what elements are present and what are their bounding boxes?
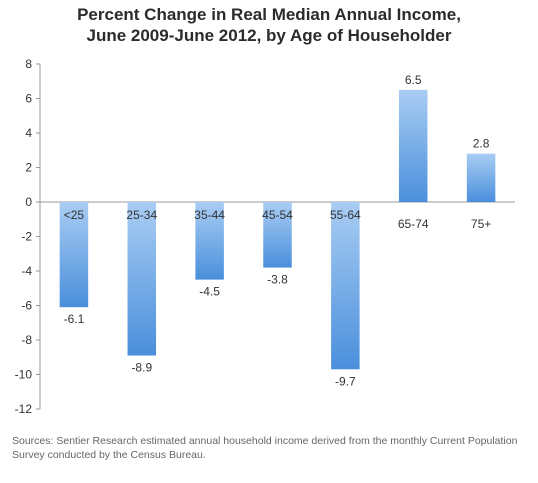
y-tick-label: 8 <box>25 57 32 71</box>
data-label: -3.8 <box>267 273 288 287</box>
y-tick-label: -12 <box>15 402 33 416</box>
y-tick-label: -10 <box>15 368 33 382</box>
x-tick-label: 75+ <box>471 217 491 231</box>
data-label: 2.8 <box>473 137 490 151</box>
chart-title: Percent Change in Real Median Annual Inc… <box>0 4 538 46</box>
chart-title-line-2: June 2009-June 2012, by Age of Household… <box>86 26 452 45</box>
bar-55-64 <box>331 202 360 370</box>
data-label: -6.1 <box>64 312 85 326</box>
y-tick-label: -6 <box>21 299 32 313</box>
data-label: -4.5 <box>199 285 220 299</box>
bar-35-44 <box>195 202 224 280</box>
bar-75+ <box>466 153 496 202</box>
y-tick-label: 2 <box>25 161 32 175</box>
y-tick-label: -2 <box>21 230 32 244</box>
data-label: -9.7 <box>335 374 356 388</box>
data-label: 6.5 <box>405 73 422 87</box>
bar-<25 <box>59 202 89 308</box>
data-label: -8.9 <box>131 361 152 375</box>
x-tick-label: <25 <box>64 208 85 222</box>
x-tick-label: 55-64 <box>330 208 361 222</box>
x-tick-label: 35-44 <box>194 208 225 222</box>
chart-title-line-1: Percent Change in Real Median Annual Inc… <box>77 5 461 24</box>
x-tick-label: 45-54 <box>262 208 293 222</box>
bar-65-74 <box>398 89 428 202</box>
y-tick-label: -8 <box>21 333 32 347</box>
x-tick-label: 25-34 <box>126 208 157 222</box>
y-tick-label: 4 <box>25 126 32 140</box>
bar-25-34 <box>127 202 157 356</box>
x-tick-label: 65-74 <box>398 217 429 231</box>
y-tick-label: 0 <box>25 195 32 209</box>
source-note: Sources: Sentier Research estimated annu… <box>12 435 518 461</box>
bar-45-54 <box>263 202 292 268</box>
y-tick-label: -4 <box>21 264 32 278</box>
bar-chart: 8 6 4 2 0 -2 -4 -6 -8 -10 -12 <25 -6.1 25-34 -8.9 35-44… <box>15 57 515 416</box>
y-tick-label: 6 <box>25 92 32 106</box>
